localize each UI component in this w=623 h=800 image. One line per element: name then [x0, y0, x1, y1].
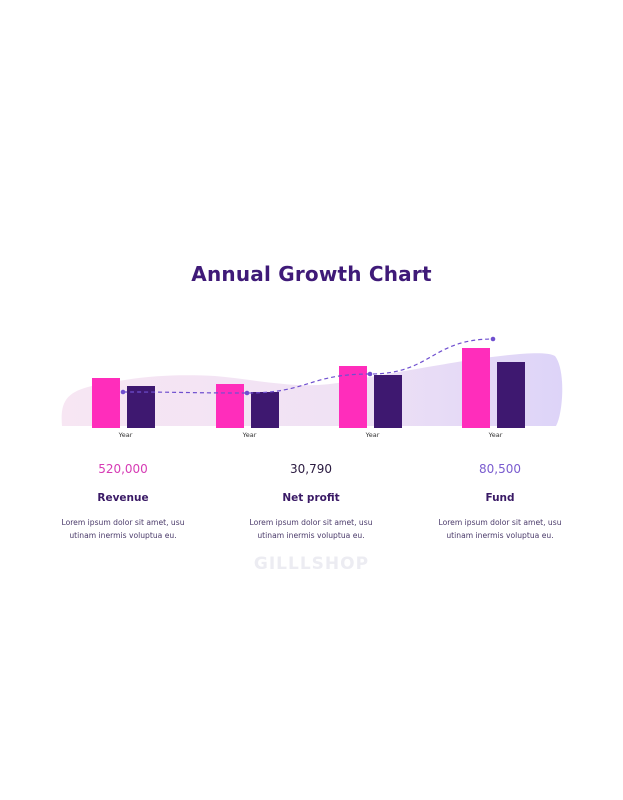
stat-fund: 80,500 Fund Lorem ipsum dolor sit amet, … [420, 462, 580, 542]
stat-description-line2: utinam inermis voluptua eu. [257, 531, 365, 540]
bar-series-2-group-3 [374, 375, 402, 428]
stat-description: Lorem ipsum dolor sit amet, usu utinam i… [420, 516, 580, 542]
x-tick-label: Year [488, 431, 503, 439]
x-tick-label: Year [118, 431, 133, 439]
stat-description: Lorem ipsum dolor sit amet, usu utinam i… [231, 516, 391, 542]
chart-title: Annual Growth Chart [191, 262, 432, 286]
bar-series-1-group-4 [462, 348, 490, 428]
stat-label: Net profit [282, 492, 340, 504]
stat-value: 30,790 [290, 462, 332, 476]
x-tick-label: Year [365, 431, 380, 439]
bar-series-1-group-1 [92, 378, 120, 428]
watermark: GILLLSHOP [253, 554, 370, 574]
background-wave [61, 353, 563, 426]
bar-series-2-group-4 [497, 362, 525, 428]
stat-description-line2: utinam inermis voluptua eu. [69, 531, 177, 540]
trend-point-3 [367, 371, 373, 377]
stat-value: 80,500 [479, 462, 521, 476]
stat-description-line2: utinam inermis voluptua eu. [446, 531, 554, 540]
trend-line [122, 338, 494, 394]
stat-value: 520,000 [98, 462, 148, 476]
bar-series-2-group-2 [251, 392, 279, 428]
stat-label: Fund [485, 492, 515, 504]
stat-description-line1: Lorem ipsum dolor sit amet, usu [249, 518, 373, 527]
stat-description-line1: Lorem ipsum dolor sit amet, usu [61, 518, 185, 527]
stat-net-profit: 30,790 Net profit Lorem ipsum dolor sit … [231, 462, 391, 542]
trend-point-4 [490, 336, 496, 342]
x-tick-label: Year [242, 431, 257, 439]
bar-series-2-group-1 [127, 386, 155, 428]
stat-description-line1: Lorem ipsum dolor sit amet, usu [438, 518, 562, 527]
trend-point-2 [244, 390, 250, 396]
stat-description: Lorem ipsum dolor sit amet, usu utinam i… [43, 516, 203, 542]
bar-series-1-group-2 [216, 384, 244, 428]
bar-series-1-group-3 [339, 366, 367, 428]
trend-point-1 [120, 389, 126, 395]
stat-revenue: 520,000 Revenue Lorem ipsum dolor sit am… [43, 462, 203, 542]
stat-label: Revenue [97, 492, 149, 504]
